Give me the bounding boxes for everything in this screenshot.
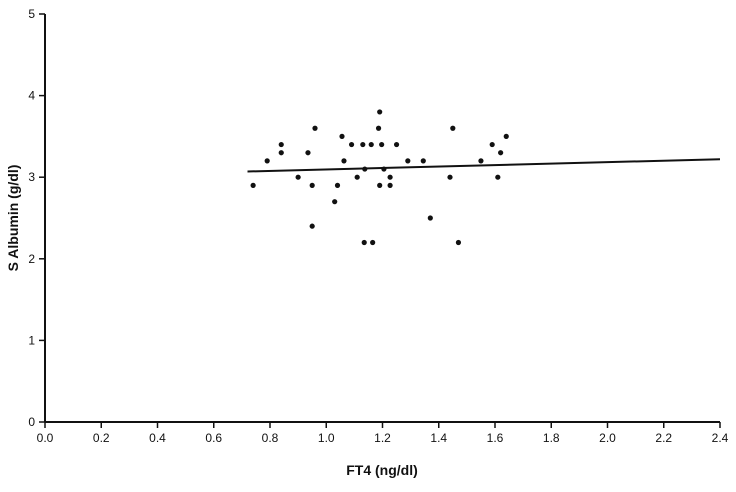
x-tick-label: 0.8 bbox=[262, 431, 279, 445]
data-point bbox=[393, 141, 400, 148]
x-tick-label: 1.4 bbox=[430, 431, 447, 445]
data-point bbox=[447, 174, 453, 180]
data-point bbox=[278, 141, 284, 148]
data-point bbox=[405, 158, 411, 164]
y-tick-label: 5 bbox=[28, 7, 35, 21]
data-point bbox=[309, 182, 315, 188]
data-point bbox=[455, 239, 462, 246]
y-tick-label: 3 bbox=[28, 170, 35, 184]
data-point bbox=[295, 174, 301, 180]
x-tick-label: 1.8 bbox=[543, 431, 560, 445]
x-tick-label: 0.0 bbox=[37, 431, 54, 445]
data-point bbox=[264, 158, 270, 164]
data-point bbox=[377, 109, 383, 115]
x-tick-label: 2.2 bbox=[655, 431, 672, 445]
x-tick-label: 0.6 bbox=[205, 431, 222, 445]
data-point bbox=[341, 158, 347, 164]
x-tick-label: 0.4 bbox=[149, 431, 166, 445]
data-point bbox=[420, 158, 426, 164]
data-point bbox=[339, 133, 345, 139]
y-axis-label: S Albumin (g/dl) bbox=[5, 165, 21, 272]
data-point bbox=[348, 141, 355, 148]
data-point bbox=[362, 166, 368, 172]
data-point bbox=[375, 125, 382, 131]
y-tick-label: 2 bbox=[28, 252, 35, 266]
data-point bbox=[305, 150, 311, 156]
data-point bbox=[489, 141, 495, 148]
data-point bbox=[332, 199, 338, 205]
axes: 0.0 0.2 0.4 0.6 0.8 1.0 1.2 1.4 1.6 1.8 2.0 2.2 2.4 0… bbox=[28, 7, 728, 445]
data-point bbox=[381, 166, 387, 172]
data-point bbox=[370, 239, 376, 246]
x-tick-label: 2.0 bbox=[599, 431, 616, 445]
data-point bbox=[377, 182, 383, 188]
x-tick-label: 1.0 bbox=[318, 431, 335, 445]
data-point bbox=[450, 125, 456, 131]
data-point bbox=[312, 125, 318, 131]
x-tick-label: 2.4 bbox=[712, 431, 729, 445]
y-tick-label: 1 bbox=[28, 333, 35, 347]
data-point bbox=[498, 150, 504, 156]
data-point bbox=[503, 133, 509, 139]
y-tick-label: 0 bbox=[28, 415, 35, 429]
x-axis-label: FT4 (ng/dl) bbox=[346, 462, 418, 478]
data-point bbox=[250, 182, 256, 188]
data-point bbox=[334, 182, 341, 188]
data-point bbox=[368, 141, 374, 148]
data-point bbox=[427, 215, 433, 221]
data-point bbox=[278, 150, 284, 156]
data-point bbox=[379, 141, 385, 148]
x-tick-label: 1.2 bbox=[374, 431, 391, 445]
data-point bbox=[387, 182, 393, 188]
data-point bbox=[309, 223, 315, 229]
data-point bbox=[354, 174, 360, 180]
y-tick-label: 4 bbox=[28, 89, 35, 103]
x-tick-label: 1.6 bbox=[487, 431, 504, 445]
data-point bbox=[360, 141, 366, 148]
data-point bbox=[361, 239, 367, 246]
x-tick-label: 0.2 bbox=[93, 431, 110, 445]
data-point bbox=[478, 158, 484, 164]
data-point bbox=[495, 174, 501, 180]
regression-line bbox=[247, 158, 721, 173]
data-points bbox=[247, 109, 721, 246]
data-point bbox=[387, 174, 393, 180]
